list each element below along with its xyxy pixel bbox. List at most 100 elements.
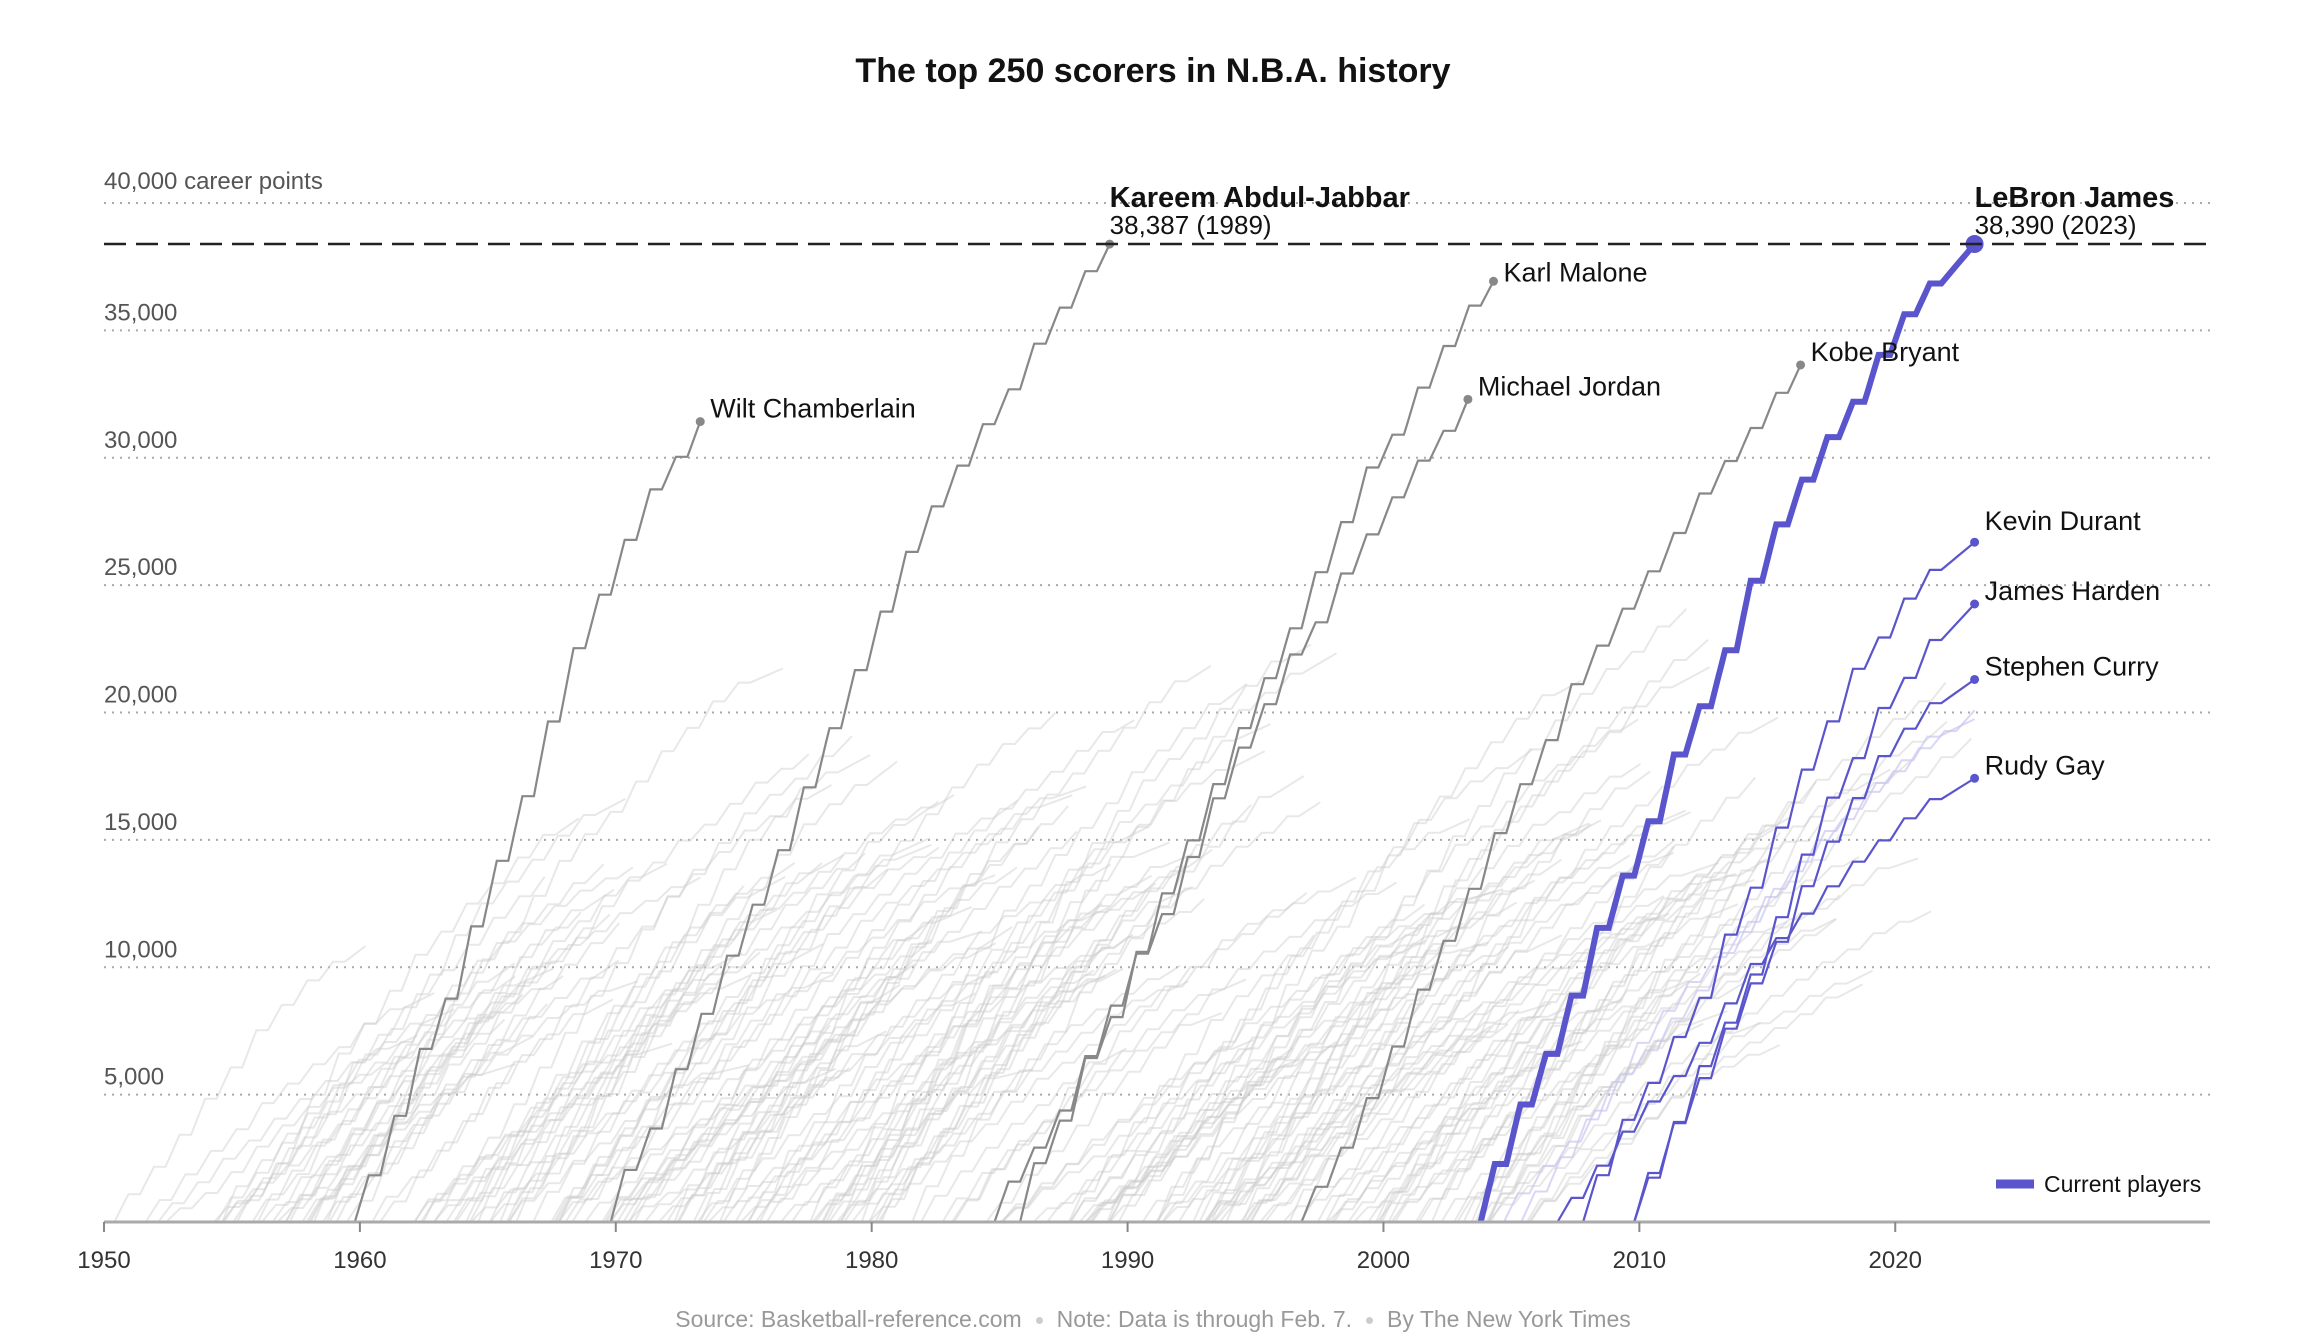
historic-player-line [489, 846, 940, 1223]
historic-player-line [1192, 822, 1590, 1223]
historic-player-line [766, 750, 1266, 1223]
historic-player-line [312, 913, 611, 1223]
x-axis: 1950 1960 1970 1980 1990 2000 2010 2020 [77, 242, 2210, 1274]
historic-player-line [144, 992, 435, 1223]
historic-player-line [622, 1067, 837, 1223]
highlighted-series-line [1633, 678, 1976, 1223]
legend: Current players [1996, 1171, 2201, 1197]
series-label: Kobe Bryant [1811, 337, 1960, 367]
historic-player-line [445, 885, 745, 1223]
record-label-detail: 38,387 (1989) [1110, 210, 1272, 240]
historic-player-line [236, 798, 626, 1223]
historic-player-line [113, 945, 367, 1223]
x-tick-label: 1980 [845, 1247, 898, 1274]
historic-player-line [554, 943, 824, 1223]
historic-player-line [371, 784, 832, 1223]
historic-player-line [604, 939, 932, 1223]
historic-player-line [1001, 1038, 1255, 1223]
historic-player-line [1219, 838, 1676, 1223]
historic-player-line [1106, 818, 1470, 1223]
historic-player-line [261, 975, 564, 1223]
x-tick-label: 1960 [333, 1247, 386, 1274]
series-endpoint-dot [1463, 394, 1473, 404]
historic-player-line [868, 967, 1124, 1223]
historic-player-line [564, 785, 1087, 1223]
historic-player-line [608, 963, 916, 1223]
historic-player-line [1248, 1009, 1520, 1223]
historic-player-line [532, 837, 930, 1223]
historic-player-line [335, 959, 620, 1223]
historic-player-line [699, 664, 1212, 1223]
historic-player-line [433, 1042, 673, 1223]
historic-player-line [1326, 979, 1689, 1223]
x-tick-label: 2020 [1869, 1247, 1922, 1274]
historic-player-line [1108, 939, 1426, 1223]
historic-player-line [1282, 878, 1755, 1223]
historic-player-line [1418, 681, 1947, 1223]
historic-player-line [985, 1012, 1223, 1223]
y-tick-label: 35,000 [104, 299, 177, 326]
y-tick-label: 10,000 [104, 936, 177, 963]
series-endpoint-dot [1970, 674, 1980, 684]
historic-player-line [673, 918, 933, 1223]
historic-player-line [557, 799, 1019, 1223]
historic-player-line [1084, 946, 1510, 1223]
historic-player-line [232, 866, 634, 1223]
historic-player-line [288, 667, 784, 1223]
historic-player-line [880, 848, 1213, 1223]
historic-player-line [221, 817, 580, 1223]
historic-player-line [821, 643, 1312, 1223]
highlighted-series-line [1477, 242, 1977, 1223]
series-label: Karl Malone [1503, 257, 1647, 287]
historic-player-line [605, 863, 1112, 1223]
series-label: Kevin Durant [1985, 506, 2142, 536]
historic-player-line [748, 926, 1013, 1223]
historic-player-line [413, 862, 796, 1223]
highlighted-player-lines [353, 235, 1984, 1223]
series-label: Wilt Chamberlain [710, 394, 916, 424]
series-endpoint-dot [1488, 276, 1498, 286]
historic-player-line [1245, 862, 1719, 1223]
historic-player-line [666, 826, 1040, 1223]
historic-player-line [780, 933, 1134, 1223]
historic-player-line [222, 876, 546, 1223]
historic-player-line [1353, 920, 1788, 1223]
historic-player-line [1470, 768, 1891, 1223]
x-tick-label: 1970 [589, 1247, 642, 1274]
historic-player-line [1155, 858, 1562, 1223]
historic-player-line [633, 942, 997, 1223]
series-endpoint-dot [695, 417, 705, 427]
historic-player-line [1390, 894, 1841, 1223]
historic-player-line [1288, 716, 1779, 1223]
series-label: James Harden [1985, 576, 2161, 606]
historic-player-line [1212, 895, 1665, 1223]
historic-player-line [413, 974, 751, 1223]
historic-player-line [746, 723, 1271, 1223]
background-player-lines [113, 608, 1976, 1223]
series-endpoint-dot [1796, 360, 1806, 370]
historic-player-line [754, 897, 1205, 1223]
historic-player-line [812, 801, 1321, 1223]
historic-player-line [1225, 879, 1536, 1223]
source-line: Source: Basketball-reference.com Note: Da… [0, 1306, 2306, 1333]
historic-player-line [722, 882, 1157, 1223]
x-tick-label: 1950 [77, 1247, 130, 1274]
y-tick-label: 15,000 [104, 809, 177, 836]
note-text: Note: Data is through Feb. 7. [1056, 1306, 1352, 1332]
historic-player-line [1242, 770, 1651, 1223]
historic-player-line [843, 969, 1095, 1223]
historic-player-line [851, 964, 1181, 1223]
historic-player-line [276, 980, 638, 1223]
historic-player-line [1440, 737, 1973, 1223]
highlighted-series-line [1582, 541, 1976, 1223]
x-tick-label: 2000 [1357, 1247, 1410, 1274]
historic-player-line [1090, 1040, 1338, 1223]
historic-player-line [301, 1063, 517, 1223]
historic-player-line [1157, 925, 1424, 1223]
historic-player-line [345, 922, 620, 1223]
byline-text: By The New York Times [1387, 1306, 1631, 1332]
historic-player-line [1210, 666, 1710, 1223]
y-tick-label: 30,000 [104, 427, 177, 454]
